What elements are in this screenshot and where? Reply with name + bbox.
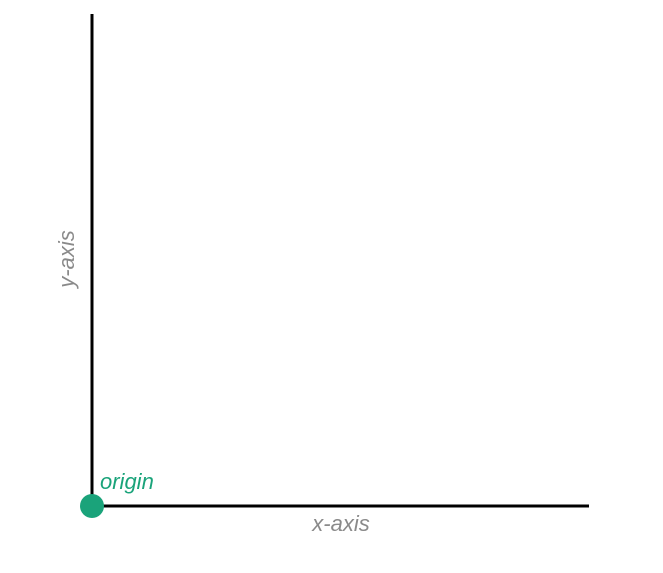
origin-marker: [80, 494, 104, 518]
y-axis-label: y-axis: [54, 230, 79, 289]
x-axis-label: x-axis: [311, 511, 369, 536]
origin-label: origin: [100, 469, 154, 494]
